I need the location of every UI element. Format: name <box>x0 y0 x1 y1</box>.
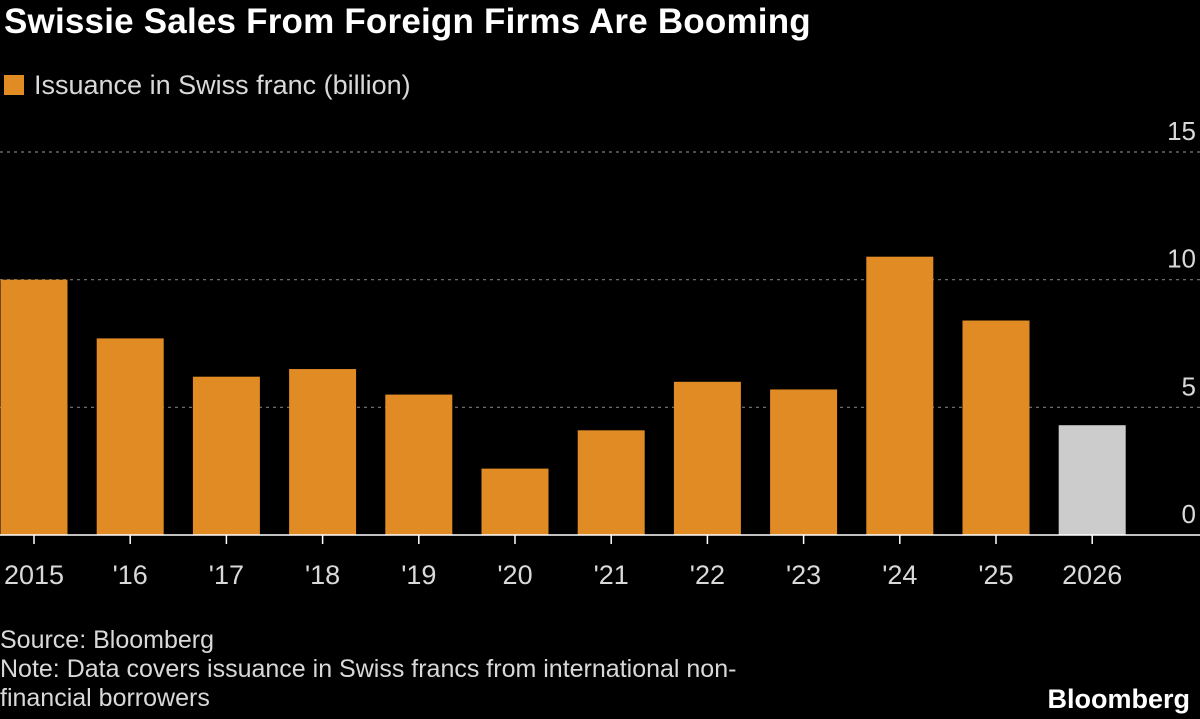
y-tick-label: 10 <box>1167 244 1196 274</box>
x-tick-label: '22 <box>690 560 725 590</box>
x-tick-label: '17 <box>209 560 244 590</box>
bar <box>866 256 934 535</box>
x-tick-label: '20 <box>497 560 532 590</box>
x-tick-label: '16 <box>113 560 148 590</box>
x-tick-label: '19 <box>401 560 436 590</box>
note-text-line2: financial borrowers <box>0 684 210 712</box>
y-tick-label: 5 <box>1182 371 1196 401</box>
y-tick-label: 0 <box>1182 499 1196 529</box>
bar <box>96 338 164 535</box>
x-tick-label: 2015 <box>4 560 64 590</box>
x-tick-label: '23 <box>786 560 821 590</box>
bar <box>289 369 357 535</box>
x-tick-label: '24 <box>882 560 917 590</box>
bar <box>962 320 1030 535</box>
bloomberg-logo: Bloomberg <box>1047 684 1190 714</box>
y-tick-label: 15 <box>1167 116 1196 146</box>
bar <box>192 376 260 535</box>
bar <box>770 389 838 535</box>
x-tick-label: '21 <box>594 560 629 590</box>
bar <box>1058 425 1126 535</box>
bar <box>673 381 741 535</box>
bar <box>577 430 645 535</box>
legend-swatch <box>4 75 24 95</box>
footer: Source: Bloomberg Note: Data covers issu… <box>0 626 736 713</box>
legend: Issuance in Swiss franc (billion) <box>4 68 411 102</box>
legend-label: Issuance in Swiss franc (billion) <box>34 69 411 100</box>
bar <box>385 394 453 535</box>
bar <box>0 279 68 535</box>
chart-title: Swissie Sales From Foreign Firms Are Boo… <box>4 2 811 41</box>
x-tick-label: 2026 <box>1062 560 1122 590</box>
source-text: Source: Bloomberg <box>0 626 215 654</box>
bar <box>481 468 549 535</box>
x-tick-label: '25 <box>978 560 1013 590</box>
x-tick-label: '18 <box>305 560 340 590</box>
note-text-line1: Note: Data covers issuance in Swiss fran… <box>0 655 737 683</box>
